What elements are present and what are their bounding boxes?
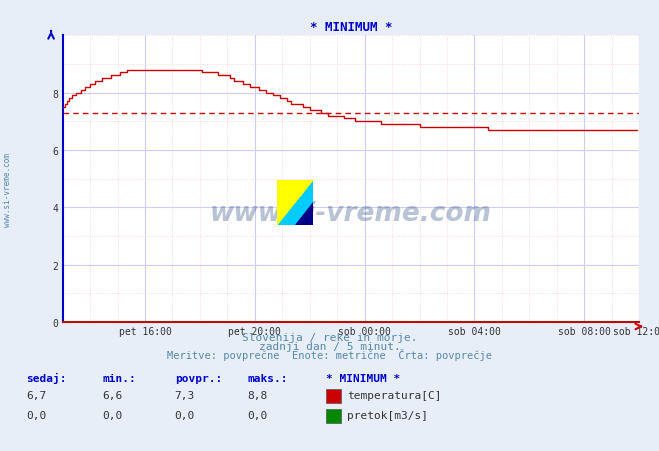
Text: 0,0: 0,0 bbox=[247, 410, 268, 420]
Text: 0,0: 0,0 bbox=[102, 410, 123, 420]
Text: povpr.:: povpr.: bbox=[175, 373, 222, 383]
Text: sedaj:: sedaj: bbox=[26, 372, 67, 383]
Text: * MINIMUM *: * MINIMUM * bbox=[326, 373, 401, 383]
Text: 0,0: 0,0 bbox=[175, 410, 195, 420]
Polygon shape bbox=[277, 180, 313, 226]
Text: 7,3: 7,3 bbox=[175, 390, 195, 400]
Text: maks.:: maks.: bbox=[247, 373, 287, 383]
Polygon shape bbox=[277, 180, 313, 226]
Text: Meritve: povprečne  Enote: metrične  Črta: povprečje: Meritve: povprečne Enote: metrične Črta:… bbox=[167, 349, 492, 360]
Text: www.si-vreme.com: www.si-vreme.com bbox=[210, 201, 492, 226]
Text: Slovenija / reke in morje.: Slovenija / reke in morje. bbox=[242, 332, 417, 342]
Title: * MINIMUM *: * MINIMUM * bbox=[310, 21, 392, 33]
Text: zadnji dan / 5 minut.: zadnji dan / 5 minut. bbox=[258, 341, 401, 351]
Text: temperatura[C]: temperatura[C] bbox=[347, 390, 442, 400]
Text: min.:: min.: bbox=[102, 373, 136, 383]
Text: pretok[m3/s]: pretok[m3/s] bbox=[347, 410, 428, 420]
Polygon shape bbox=[295, 203, 313, 226]
Text: 6,7: 6,7 bbox=[26, 390, 47, 400]
Text: 6,6: 6,6 bbox=[102, 390, 123, 400]
Text: www.si-vreme.com: www.si-vreme.com bbox=[3, 152, 13, 226]
Text: 8,8: 8,8 bbox=[247, 390, 268, 400]
Text: 0,0: 0,0 bbox=[26, 410, 47, 420]
